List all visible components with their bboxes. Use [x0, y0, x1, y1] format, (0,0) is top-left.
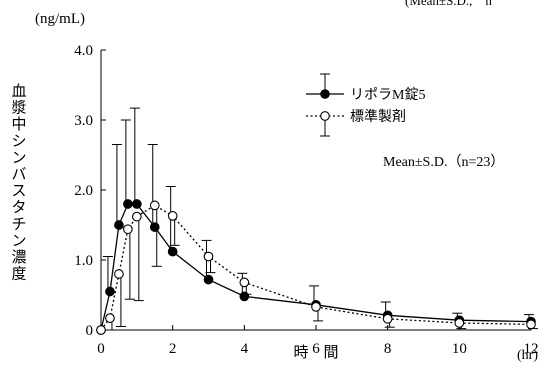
chart-legend: リポラM錠5 標準製剤: [306, 73, 425, 137]
data-point: [96, 325, 106, 335]
data-point: [131, 199, 142, 209]
y-axis-label-char: 度: [11, 266, 26, 283]
data-point: [114, 220, 124, 230]
y-axis-label-char: 濃: [11, 249, 26, 266]
chart-labels: 0 1.0 2.0 3.0 4.0 0 2 4 6 8 10 12 (Mean±S.D., n (ng/m…: [11, 0, 538, 363]
data-point: [203, 251, 214, 262]
y-axis-label-char: 血: [11, 83, 26, 100]
data-point: [239, 291, 250, 302]
chart-frame: [100, 49, 532, 331]
data-point: [149, 222, 160, 232]
top-note: (Mean±S.D., n: [405, 0, 492, 8]
data-point: [167, 246, 178, 257]
data-point: [114, 269, 124, 279]
y-axis-label-char: ン: [11, 233, 26, 249]
y-axis-label-char: 中: [11, 116, 26, 133]
data-point: [382, 313, 393, 324]
data-point: [105, 313, 115, 323]
y-axis-label-char: ン: [11, 150, 26, 166]
data-point: [123, 224, 133, 235]
legend-label-1: リポラM錠5: [350, 87, 425, 103]
legend-marker-1: [320, 89, 330, 99]
y-tick-label: 0: [86, 323, 94, 339]
data-point: [526, 319, 536, 330]
y-tick-label: 1.0: [74, 253, 93, 269]
x-tick-label: 0: [97, 341, 105, 357]
x-tick-label: 2: [169, 341, 177, 357]
mean-sd-annotation: Mean±S.D.（n=23）: [383, 154, 504, 170]
chart-marks: [96, 107, 538, 335]
legend-label-2: 標準製剤: [350, 109, 406, 125]
y-axis-label-char: チ: [11, 217, 26, 233]
x-tick-label: 10: [452, 341, 467, 357]
y-tick-label: 3.0: [74, 113, 93, 129]
y-tick-label: 4.0: [74, 43, 93, 59]
data-point: [149, 200, 160, 211]
data-point: [105, 286, 115, 297]
x-tick-label: 8: [384, 341, 392, 357]
data-point: [131, 211, 142, 222]
y-axis-label-char: 漿: [11, 100, 26, 117]
y-axis-label-char: タ: [11, 199, 26, 216]
y-axis-label-char: バ: [11, 167, 26, 183]
x-tick-label: 6: [312, 341, 320, 357]
x-tick-label: 4: [241, 341, 249, 357]
y-axis-unit: (ng/mL): [35, 11, 85, 27]
x-axis-label: 時 間: [293, 344, 338, 361]
data-point: [123, 199, 133, 209]
legend-marker-2: [320, 111, 330, 121]
data-point: [239, 277, 250, 288]
data-point: [167, 211, 178, 221]
x-axis-unit: (hr): [517, 348, 538, 363]
data-point: [203, 274, 214, 285]
y-axis-label-char: シ: [11, 134, 26, 150]
y-axis-label-char: ス: [11, 184, 26, 200]
data-point: [454, 318, 465, 328]
data-point: [311, 302, 321, 312]
y-tick-label: 2.0: [74, 183, 93, 199]
x-tick-label: 12: [524, 341, 539, 357]
